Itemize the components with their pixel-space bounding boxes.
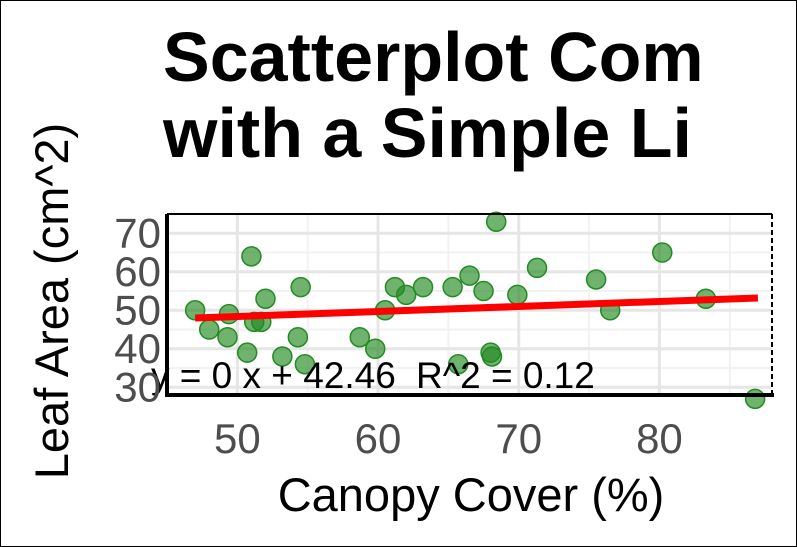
- x-axis-label: Canopy Cover (%): [278, 468, 665, 521]
- data-point: [364, 338, 386, 360]
- data-point: [459, 265, 480, 286]
- y-tick-label: 40: [114, 325, 161, 372]
- r-squared-annotation: R^2 = 0.12: [416, 355, 595, 396]
- x-tick-label: 60: [355, 415, 402, 462]
- regression-line: [195, 294, 759, 322]
- data-point: [447, 353, 469, 375]
- data-point: [198, 319, 220, 340]
- x-tick-labels: 50 60 70 80: [214, 415, 683, 462]
- data-points: [184, 211, 766, 410]
- x-tick-label: 50: [214, 415, 261, 462]
- data-point: [290, 276, 311, 298]
- y-tick-label: 70: [114, 209, 161, 256]
- data-point: [217, 326, 238, 348]
- data-point: [395, 284, 417, 306]
- data-point: [652, 242, 673, 263]
- data-point: [526, 257, 548, 279]
- data-point: [507, 284, 528, 306]
- data-point: [272, 346, 293, 367]
- x-tick-label: 70: [495, 415, 542, 462]
- chart-title: Scatterplot Com with a Simple Li: [163, 19, 704, 171]
- y-tick-label: 30: [114, 363, 161, 410]
- data-point: [349, 326, 371, 348]
- data-point: [236, 342, 258, 363]
- y-tick-label: 50: [114, 286, 161, 333]
- y-axis-label: Leaf Area (cm^2): [25, 123, 78, 479]
- data-point: [294, 353, 316, 375]
- data-point: [485, 211, 507, 232]
- data-point: [412, 276, 434, 298]
- y-tick-label: 60: [114, 248, 161, 295]
- data-point: [241, 246, 262, 267]
- data-point: [481, 346, 503, 367]
- data-point: [442, 276, 463, 298]
- data-point: [744, 388, 766, 410]
- axes: [165, 213, 774, 397]
- x-tick-label: 80: [636, 415, 683, 462]
- data-point: [287, 326, 309, 348]
- data-point: [473, 280, 494, 302]
- equation-annotation: y = 0 x + 42.46: [151, 355, 396, 396]
- data-point: [255, 288, 276, 309]
- data-point: [585, 269, 607, 290]
- title-line-1: Scatterplot Com: [163, 18, 704, 96]
- title-line-2: with a Simple Li: [163, 94, 692, 172]
